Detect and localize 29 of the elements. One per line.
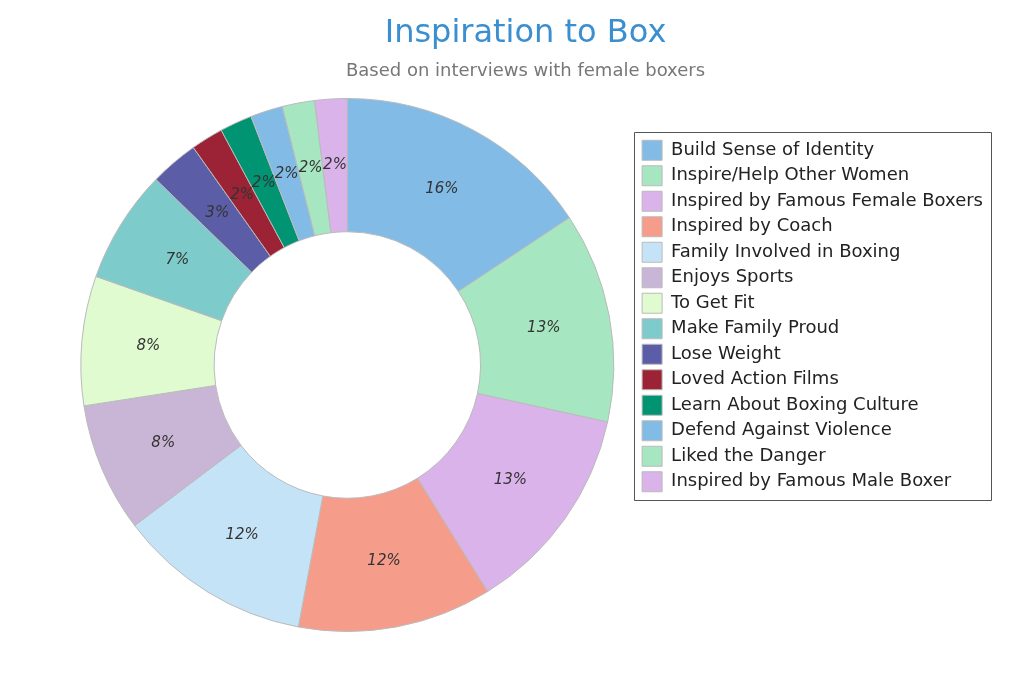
- legend-label: Liked the Danger: [671, 443, 827, 465]
- data-label: 3%: [205, 203, 230, 222]
- chart-title: Inspiration to Box: [384, 11, 667, 50]
- legend-label: Build Sense of Identity: [671, 137, 875, 159]
- data-label: 2%: [251, 173, 276, 192]
- legend-label: Learn About Boxing Culture: [671, 392, 919, 414]
- legend-label: Inspire/Help Other Women: [671, 163, 910, 185]
- data-label: 16%: [425, 178, 459, 197]
- legend-label: Inspired by Famous Male Boxer: [671, 469, 952, 491]
- data-label: 13%: [493, 470, 528, 489]
- data-label: 2%: [323, 155, 347, 174]
- data-label: 8%: [136, 336, 161, 355]
- legend-label: Defend Against Violence: [671, 418, 892, 440]
- legend-label: Make Family Proud: [671, 316, 840, 338]
- legend-label: Inspired by Famous Female Boxers: [671, 188, 984, 210]
- legend-label: Lose Weight: [671, 341, 781, 363]
- legend-label: Loved Action Films: [671, 367, 839, 389]
- data-label: 12%: [225, 524, 259, 543]
- legend-label: To Get Fit: [670, 290, 755, 312]
- legend-label: Family Involved in Boxing: [671, 239, 901, 261]
- data-label: 12%: [367, 551, 401, 570]
- data-label: 2%: [274, 164, 299, 183]
- data-label: 7%: [165, 249, 190, 268]
- chart-subtitle: Based on interviews with female boxers: [345, 58, 706, 80]
- data-label: 2%: [298, 158, 323, 177]
- data-label: 13%: [527, 318, 561, 337]
- data-label: 8%: [151, 432, 176, 451]
- legend-label: Inspired by Coach: [671, 214, 833, 236]
- legend-label: Enjoys Sports: [671, 265, 794, 287]
